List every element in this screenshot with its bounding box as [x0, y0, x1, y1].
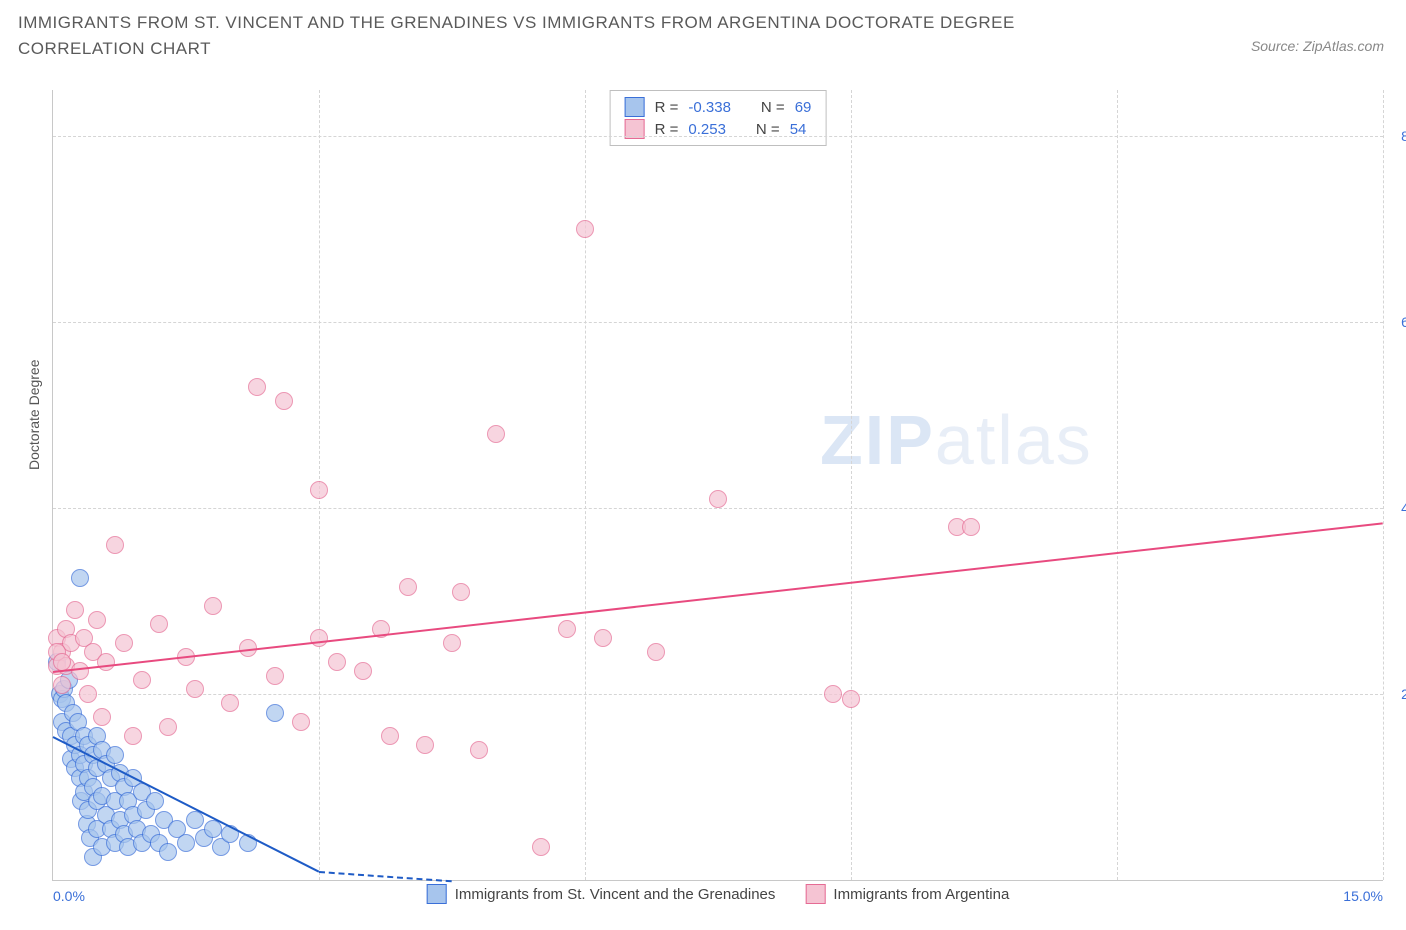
- legend-label-1: Immigrants from St. Vincent and the Gren…: [455, 886, 776, 903]
- scatter-point: [177, 834, 195, 852]
- legend-swatch-bottom-2: [805, 884, 825, 904]
- legend-r-label-1: R =: [655, 99, 679, 116]
- scatter-point: [487, 425, 505, 443]
- scatter-point: [824, 685, 842, 703]
- correlation-legend: R = -0.338 N = 69 R = 0.253 N = 54: [610, 90, 827, 146]
- scatter-point: [115, 634, 133, 652]
- scatter-point: [159, 718, 177, 736]
- trend-line: [53, 522, 1383, 673]
- gridline-vertical: [1117, 90, 1118, 880]
- scatter-point: [97, 653, 115, 671]
- scatter-point: [266, 667, 284, 685]
- legend-row-series-1: R = -0.338 N = 69: [625, 97, 812, 117]
- legend-swatch-1: [625, 97, 645, 117]
- scatter-point: [266, 704, 284, 722]
- scatter-point: [452, 583, 470, 601]
- scatter-point: [576, 220, 594, 238]
- scatter-point: [159, 843, 177, 861]
- series-legend: Immigrants from St. Vincent and the Gren…: [427, 884, 1010, 904]
- chart-title: IMMIGRANTS FROM ST. VINCENT AND THE GREN…: [18, 10, 1118, 61]
- scatter-point: [146, 792, 164, 810]
- scatter-point: [106, 746, 124, 764]
- y-axis-title: Doctorate Degree: [26, 359, 42, 470]
- scatter-point: [328, 653, 346, 671]
- scatter-point: [310, 481, 328, 499]
- scatter-point: [532, 838, 550, 856]
- gridline-vertical: [1383, 90, 1384, 880]
- scatter-point: [962, 518, 980, 536]
- legend-r-value-1: -0.338: [688, 99, 731, 116]
- scatter-point: [53, 653, 71, 671]
- scatter-point: [275, 392, 293, 410]
- scatter-point: [354, 662, 372, 680]
- gridline-vertical: [851, 90, 852, 880]
- legend-r-label-2: R =: [655, 121, 679, 138]
- legend-item-2: Immigrants from Argentina: [805, 884, 1009, 904]
- scatter-point: [416, 736, 434, 754]
- scatter-point: [310, 629, 328, 647]
- scatter-point: [124, 727, 142, 745]
- legend-n-label-2: N =: [756, 121, 780, 138]
- scatter-point: [558, 620, 576, 638]
- chart-plot-area: R = -0.338 N = 69 R = 0.253 N = 54 Immig…: [52, 90, 1383, 881]
- scatter-point: [186, 680, 204, 698]
- scatter-point: [71, 569, 89, 587]
- gridline-horizontal: [53, 322, 1383, 323]
- scatter-point: [647, 643, 665, 661]
- legend-swatch-bottom-1: [427, 884, 447, 904]
- scatter-point: [71, 662, 89, 680]
- scatter-point: [221, 694, 239, 712]
- legend-n-label-1: N =: [761, 99, 785, 116]
- scatter-point: [79, 685, 97, 703]
- x-tick-label: 15.0%: [1343, 888, 1383, 904]
- trend-line-dashed: [319, 871, 452, 882]
- scatter-point: [399, 578, 417, 596]
- legend-label-2: Immigrants from Argentina: [833, 886, 1009, 903]
- y-tick-label: 2.0%: [1389, 686, 1406, 702]
- scatter-point: [709, 490, 727, 508]
- scatter-point: [248, 378, 266, 396]
- scatter-point: [53, 676, 71, 694]
- x-tick-label: 0.0%: [53, 888, 85, 904]
- legend-n-value-2: 54: [790, 121, 807, 138]
- gridline-horizontal: [53, 694, 1383, 695]
- scatter-point: [842, 690, 860, 708]
- gridline-horizontal: [53, 136, 1383, 137]
- scatter-point: [88, 611, 106, 629]
- y-tick-label: 4.0%: [1389, 500, 1406, 516]
- gridline-vertical: [585, 90, 586, 880]
- gridline-horizontal: [53, 508, 1383, 509]
- scatter-point: [470, 741, 488, 759]
- scatter-point: [133, 671, 151, 689]
- legend-r-value-2: 0.253: [688, 121, 726, 138]
- source-label: Source: ZipAtlas.com: [1251, 38, 1384, 54]
- scatter-point: [381, 727, 399, 745]
- legend-item-1: Immigrants from St. Vincent and the Gren…: [427, 884, 776, 904]
- scatter-point: [150, 615, 168, 633]
- y-tick-label: 6.0%: [1389, 314, 1406, 330]
- legend-n-value-1: 69: [795, 99, 812, 116]
- scatter-point: [443, 634, 461, 652]
- scatter-point: [93, 708, 111, 726]
- scatter-point: [594, 629, 612, 647]
- scatter-point: [204, 597, 222, 615]
- scatter-point: [106, 536, 124, 554]
- scatter-point: [66, 601, 84, 619]
- y-tick-label: 8.0%: [1389, 128, 1406, 144]
- scatter-point: [292, 713, 310, 731]
